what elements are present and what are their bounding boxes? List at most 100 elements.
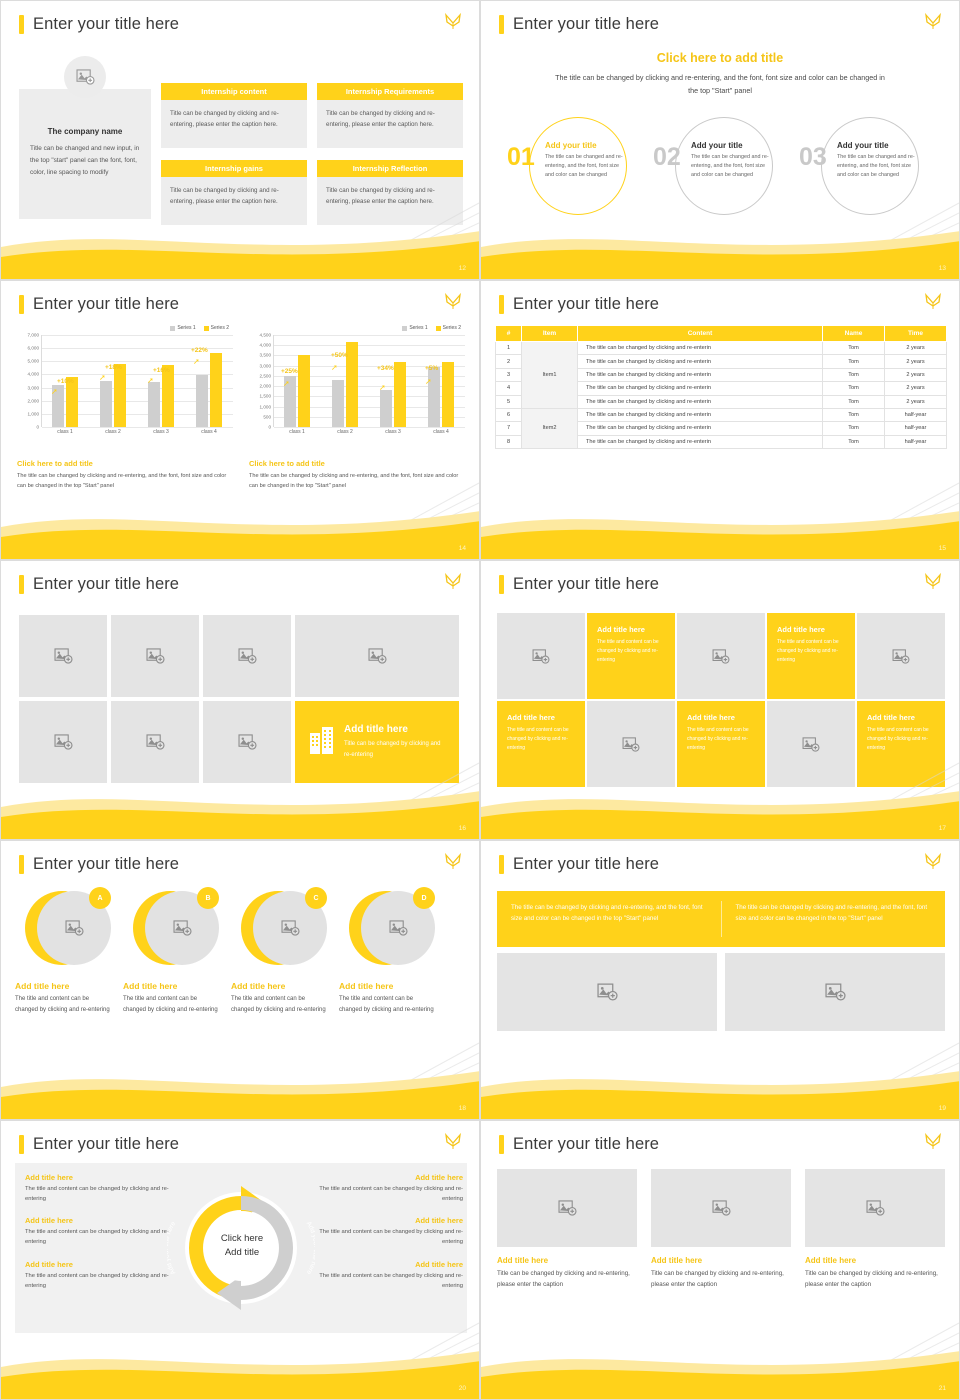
- step-item[interactable]: 03 Add your title The title can be chang…: [793, 117, 933, 217]
- chart-gridlines: [273, 335, 465, 428]
- chart-plot-area: 0 1,000 2,000 3,000 4,000 5,000 6,000 7,…: [15, 332, 237, 439]
- growth-arrow-icon: ➚: [193, 357, 200, 366]
- photo-card[interactable]: Add title here Title can be changed by c…: [497, 1169, 637, 1291]
- checker-grid: Add title here The title and content can …: [497, 613, 945, 787]
- butterfly-logo-icon: [443, 292, 463, 317]
- card-body: Title can be changed by clicking and re-…: [497, 1270, 630, 1289]
- text-tile[interactable]: Add title here The title and content can …: [587, 613, 675, 699]
- slide-7: Enter your title here A Add title here T…: [0, 840, 480, 1120]
- slide-title: Enter your title here: [499, 575, 659, 594]
- step-item[interactable]: 01 Add your title The title can be chang…: [501, 117, 641, 217]
- chart-bars: [273, 335, 465, 427]
- tile-body: The title and content can be changed by …: [687, 727, 749, 751]
- item-desc: The title and content can be changed by …: [231, 996, 326, 1014]
- legend-label: Series 2: [442, 325, 461, 331]
- photo-card[interactable]: Add title here Title can be changed by c…: [805, 1169, 945, 1291]
- butterfly-logo-icon: [923, 1132, 943, 1157]
- image-placeholder[interactable]: [111, 615, 199, 697]
- cycle-diagram: Add your title here Add your title here …: [163, 1169, 319, 1327]
- card-header: Internship gains: [161, 160, 307, 177]
- title-accent-mark: [19, 575, 24, 594]
- content-card: Internship Reflection Title can be chang…: [317, 160, 463, 225]
- slide-title: Enter your title here: [19, 1135, 179, 1154]
- step-ring: [675, 117, 773, 215]
- banner-right-text: The title can be changed by clicking and…: [735, 904, 928, 923]
- highlight-card[interactable]: Add title here Title can be changed by c…: [295, 701, 459, 783]
- text-tile[interactable]: Add title here The title and content can …: [857, 701, 945, 787]
- chart-caption-body: The title can be changed by clicking and…: [17, 473, 227, 490]
- image-placeholder[interactable]: [19, 615, 107, 697]
- page-number: 12: [458, 265, 466, 272]
- item-desc: The title and content can be changed by …: [15, 996, 110, 1014]
- text-tile[interactable]: Add title here The title and content can …: [497, 701, 585, 787]
- title-accent-mark: [19, 1135, 24, 1154]
- slide-9: Enter your title here Add title here The …: [0, 1120, 480, 1400]
- image-placeholder[interactable]: [857, 613, 945, 699]
- table-row: 7 The title can be changed by clicking an…: [495, 421, 947, 436]
- image-placeholder[interactable]: [203, 615, 291, 697]
- col-name: Name: [822, 325, 885, 342]
- arc-label-left: Add your title here: [163, 1220, 177, 1275]
- dual-text-banner: The title can be changed by clicking and…: [497, 891, 945, 947]
- image-placeholder[interactable]: [497, 953, 717, 1031]
- page-number: 14: [458, 545, 466, 552]
- bar-chart-2: Series 1 Series 2 0 500 1,000 1,500 2,00…: [247, 325, 469, 480]
- cycle-center[interactable]: Click here Add title: [207, 1211, 277, 1281]
- y-axis: 0 1,000 2,000 3,000 4,000 5,000 6,000 7,…: [27, 332, 40, 430]
- badge-letter: A: [89, 887, 111, 909]
- image-placeholder[interactable]: [651, 1169, 791, 1247]
- growth-label: +22%: [191, 347, 208, 354]
- growth-label: +5%: [425, 365, 439, 372]
- wave-footer: [481, 511, 959, 559]
- page-number: 16: [458, 825, 466, 832]
- card-title: Add title here: [497, 1256, 549, 1265]
- bar-chart-1: Series 1 Series 2 0 1,000 2,000 3,000 4,…: [15, 325, 237, 480]
- card-title: Add title here: [651, 1256, 703, 1265]
- page-number: 18: [458, 1105, 466, 1112]
- item-title: Add title here: [415, 1173, 463, 1182]
- slide-8: Enter your title here The title can be c…: [480, 840, 960, 1120]
- item-title: Add title here: [15, 981, 70, 991]
- butterfly-logo-icon: [923, 292, 943, 317]
- circle-item[interactable]: C Add title here The title and content c…: [231, 887, 343, 1016]
- slide-4: Enter your title here # Item Content Nam…: [480, 280, 960, 560]
- item-title: Add title here: [415, 1259, 463, 1269]
- image-placeholder[interactable]: [19, 701, 107, 783]
- circle-item[interactable]: D Add title here The title and content c…: [339, 887, 451, 1016]
- image-placeholder[interactable]: [767, 701, 855, 787]
- text-tile[interactable]: Add title here The title and content can …: [677, 701, 765, 787]
- content-card: Internship gains Title can be changed by…: [161, 160, 307, 225]
- chart-legend: Series 1 Series 2: [15, 325, 237, 331]
- highlight-title: Add title here: [344, 723, 408, 735]
- image-placeholder[interactable]: [805, 1169, 945, 1247]
- step-item[interactable]: 02 Add your title The title can be chang…: [647, 117, 787, 217]
- wave-footer: [1, 791, 479, 839]
- item-title: Add title here: [339, 981, 394, 991]
- circle-item[interactable]: B Add title here The title and content c…: [123, 887, 235, 1016]
- slide-6: Enter your title here Add title here The …: [480, 560, 960, 840]
- card-header: Internship Reflection: [317, 160, 463, 177]
- growth-arrow-icon: ➚: [331, 363, 338, 372]
- text-tile[interactable]: Add title here The title and content can …: [767, 613, 855, 699]
- slide-title-text: Enter your title here: [33, 295, 180, 313]
- card-body: Title can be changed by clicking and re-…: [317, 100, 463, 148]
- photo-card[interactable]: Add title here Title can be changed by c…: [651, 1169, 791, 1291]
- circle-item[interactable]: A Add title here The title and content c…: [15, 887, 127, 1016]
- slide-title-text: Enter your title here: [513, 855, 660, 873]
- image-placeholder[interactable]: [725, 953, 945, 1031]
- slide-title-text: Enter your title here: [513, 295, 660, 313]
- image-placeholder[interactable]: [677, 613, 765, 699]
- chart-caption-title: Click here to add title: [249, 459, 325, 468]
- image-placeholder-icon[interactable]: [64, 56, 106, 98]
- step-title: Add your title: [545, 141, 597, 150]
- image-placeholder[interactable]: [295, 615, 459, 697]
- badge-letter: D: [413, 887, 435, 909]
- item-title: Add title here: [231, 981, 286, 991]
- cycle-item: Add title here The title and content can …: [313, 1173, 463, 1204]
- image-placeholder[interactable]: [111, 701, 199, 783]
- image-placeholder[interactable]: [587, 701, 675, 787]
- image-placeholder[interactable]: [497, 1169, 637, 1247]
- image-placeholder[interactable]: [497, 613, 585, 699]
- image-placeholder[interactable]: [203, 701, 291, 783]
- chart-plot-area: 0 500 1,000 1,500 2,000 2,500 3,000 3,50…: [247, 333, 469, 439]
